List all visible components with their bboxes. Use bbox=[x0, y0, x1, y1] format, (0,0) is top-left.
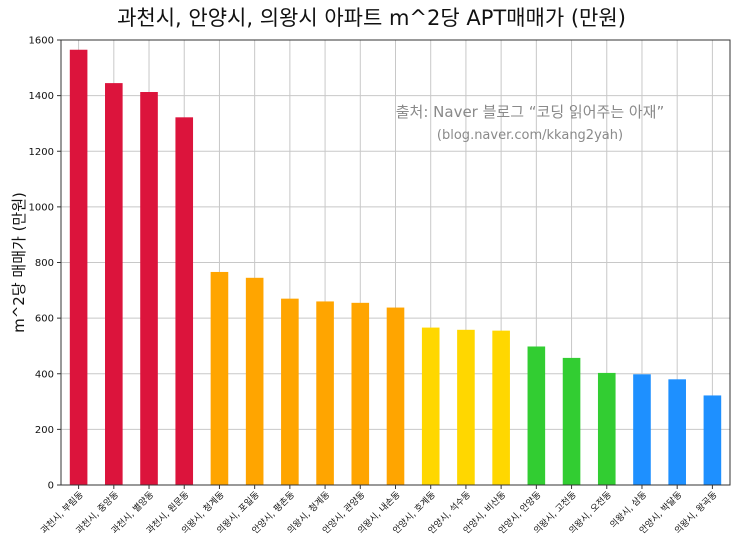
bar bbox=[351, 302, 370, 485]
y-tick-label: 1400 bbox=[29, 91, 54, 102]
y-tick-label: 400 bbox=[35, 369, 54, 380]
y-tick-label: 1000 bbox=[29, 202, 54, 213]
bar bbox=[597, 372, 616, 485]
source-annotation: 출처: Naver 블로그 “코딩 읽어주는 아재” bbox=[396, 103, 665, 121]
bar bbox=[140, 92, 158, 486]
bar bbox=[69, 49, 88, 485]
y-tick-label: 600 bbox=[35, 314, 54, 325]
bar bbox=[492, 330, 510, 485]
bar bbox=[316, 301, 334, 485]
y-tick-label: 1200 bbox=[29, 147, 54, 158]
bar bbox=[245, 277, 264, 485]
source-url: (blog.naver.com/kkang2yah) bbox=[437, 128, 623, 143]
bar bbox=[281, 298, 299, 485]
y-tick-label: 0 bbox=[48, 481, 54, 492]
bar bbox=[633, 374, 651, 485]
bar bbox=[527, 346, 546, 485]
y-tick-label: 800 bbox=[35, 258, 54, 269]
bar bbox=[386, 307, 405, 485]
chart-title: 과천시, 안양시, 의왕시 아파트 m^2당 APT매매가 (만원) bbox=[117, 6, 626, 30]
bar bbox=[562, 357, 581, 485]
y-tick-label: 200 bbox=[35, 425, 54, 436]
bar bbox=[421, 327, 440, 485]
y-tick-label: 1600 bbox=[29, 36, 54, 47]
bar bbox=[457, 329, 475, 485]
y-axis-label: m^2당 매매가 (만원) bbox=[10, 192, 28, 333]
bar bbox=[210, 271, 229, 485]
bar bbox=[175, 117, 194, 485]
bar bbox=[668, 379, 686, 485]
bar bbox=[703, 395, 722, 485]
bar bbox=[105, 83, 123, 485]
